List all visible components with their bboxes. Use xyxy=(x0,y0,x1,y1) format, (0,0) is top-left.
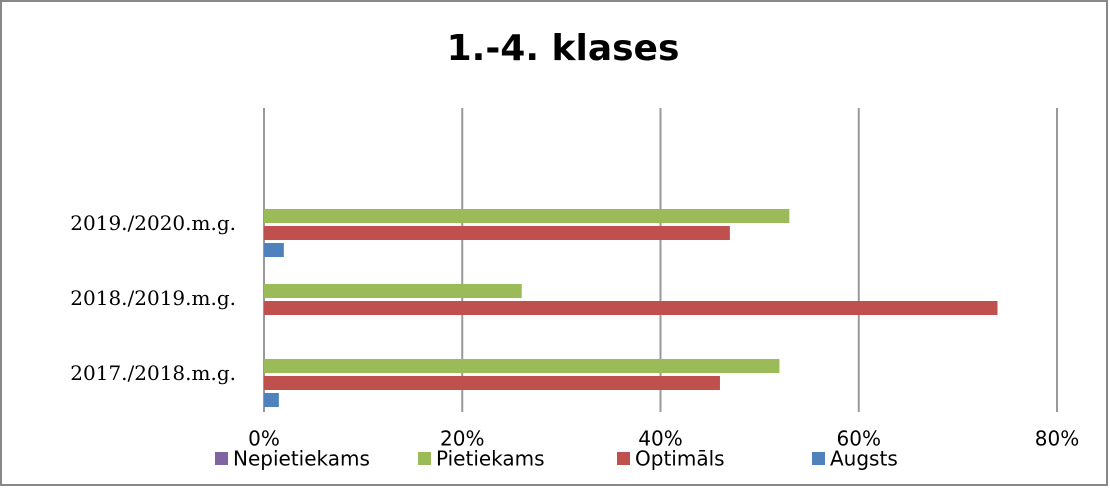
bar xyxy=(264,301,998,315)
x-tick-label: 80% xyxy=(1035,427,1079,451)
legend-swatch xyxy=(617,452,630,465)
x-tick-label: 0% xyxy=(248,427,280,451)
bar xyxy=(264,376,720,390)
legend-label: Pietiekams xyxy=(436,447,545,471)
x-tick-label: 20% xyxy=(440,427,484,451)
legend-swatch xyxy=(812,452,825,465)
bar xyxy=(264,284,522,298)
x-tick-label: 60% xyxy=(837,427,881,451)
legend-label: Augsts xyxy=(830,447,898,471)
y-tick-label: 2018./2019.m.g. xyxy=(70,286,236,310)
bar xyxy=(264,209,790,223)
y-tick-label: 2019./2020.m.g. xyxy=(70,211,236,235)
bar xyxy=(264,243,284,257)
bar xyxy=(264,226,730,240)
legend-label: Optimāls xyxy=(635,447,725,471)
bar xyxy=(264,359,780,373)
legend-label: Nepietiekams xyxy=(233,447,370,471)
chart-title: 1.-4. klases xyxy=(447,28,680,69)
bar xyxy=(264,393,279,407)
legend-swatch xyxy=(418,452,431,465)
x-tick-label: 40% xyxy=(638,427,682,451)
legend-swatch xyxy=(215,452,228,465)
y-tick-label: 2017./2018.m.g. xyxy=(70,361,236,385)
